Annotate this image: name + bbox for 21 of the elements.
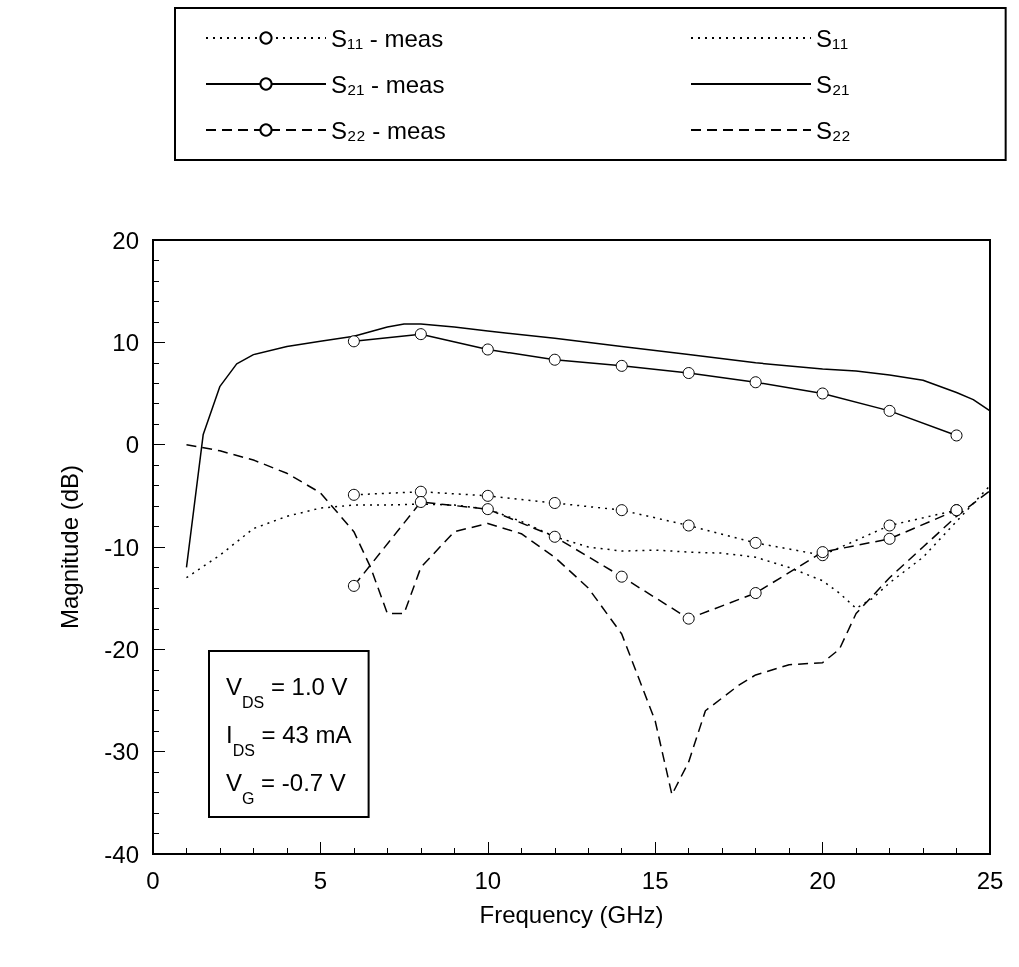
legend-label: S₁₁ — [816, 24, 849, 52]
x-tick-label: 15 — [641, 866, 669, 894]
y-tick-label: 20 — [112, 226, 139, 254]
y-tick-label: -30 — [104, 738, 139, 766]
legend-label: S₂₂ — [816, 116, 851, 144]
x-tick-label: 25 — [976, 866, 1004, 894]
legend-label: S₂₂ - meas — [331, 116, 446, 144]
y-tick-label: -40 — [104, 840, 139, 868]
y-tick-label: -10 — [104, 533, 139, 561]
x-tick-label: 10 — [474, 866, 502, 894]
x-tick-label: 5 — [313, 866, 328, 894]
x-tick-label: 20 — [809, 866, 836, 894]
y-tick-label: 10 — [112, 328, 139, 356]
legend-label: S₂₁ — [816, 70, 850, 98]
legend-label: S₁₁ - meas — [331, 24, 444, 52]
y-tick-label: 0 — [125, 431, 139, 459]
y-axis-title: Magnitude (dB) — [55, 464, 83, 630]
x-axis-title: Frequency (GHz) — [479, 900, 664, 928]
legend-label: S₂₁ - meas — [331, 70, 445, 98]
x-tick-label: 0 — [146, 866, 160, 894]
y-tick-label: -20 — [104, 635, 139, 663]
